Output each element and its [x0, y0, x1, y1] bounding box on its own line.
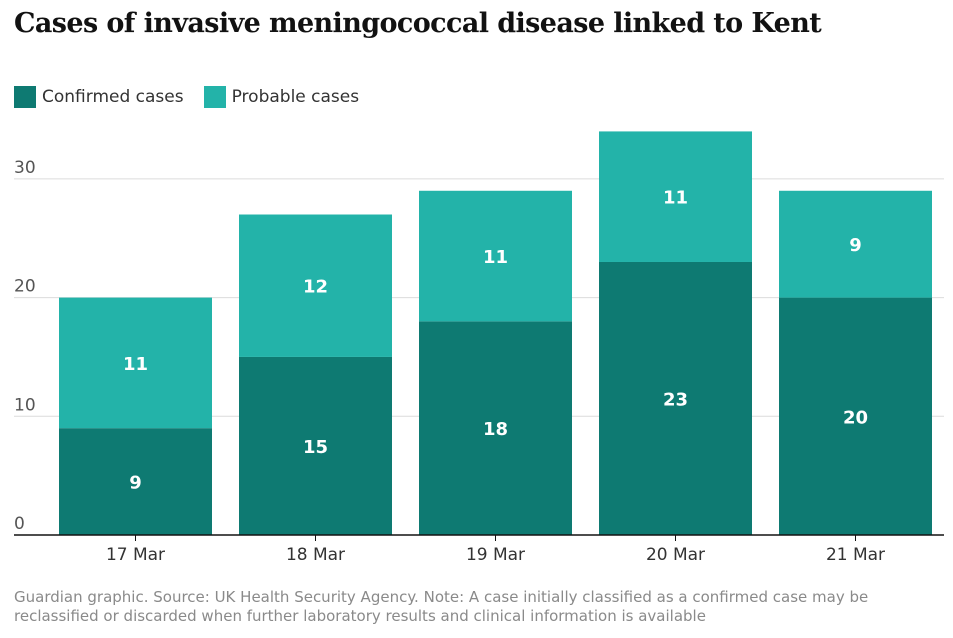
bar-confirmed — [599, 261, 752, 535]
x-tick-label: 21 Mar — [826, 545, 885, 565]
data-label: 23 — [663, 389, 688, 410]
bar-probable — [59, 297, 212, 429]
source-note: Guardian graphic. Source: UK Health Secu… — [14, 588, 869, 625]
bar-confirmed — [779, 297, 932, 535]
legend-label-probable: Probable cases — [231, 87, 360, 107]
bar-confirmed — [419, 321, 572, 535]
legend-swatch-probable — [203, 86, 226, 108]
data-label: 11 — [663, 188, 688, 209]
data-label: 20 — [843, 407, 868, 428]
legend-label-confirmed: Confirmed cases — [42, 87, 184, 107]
data-label: 9 — [849, 235, 862, 256]
y-tick-label: 10 — [14, 395, 36, 415]
bar-probable — [779, 190, 932, 298]
data-label: 18 — [483, 419, 508, 440]
data-label: 11 — [123, 354, 148, 375]
bar-probable — [599, 131, 752, 262]
x-tick-label: 18 Mar — [286, 545, 345, 565]
legend-swatch-confirmed — [14, 86, 36, 108]
data-label: 11 — [483, 247, 508, 268]
x-tick-label: 20 Mar — [646, 545, 705, 565]
y-tick-label: 30 — [14, 158, 36, 178]
chart-title: Cases of invasive meningococcal disease … — [14, 8, 822, 39]
bar-probable — [419, 190, 572, 322]
data-label: 9 — [129, 473, 142, 494]
legend: Confirmed cases Probable cases — [14, 86, 379, 108]
legend-item-probable: Probable cases — [203, 86, 360, 108]
bar-confirmed — [59, 428, 212, 535]
data-label: 12 — [303, 277, 328, 298]
legend-item-confirmed: Confirmed cases — [14, 86, 184, 108]
bar-probable — [239, 214, 392, 357]
x-tick-label: 17 Mar — [106, 545, 165, 565]
bar-confirmed — [239, 356, 392, 535]
y-tick-label: 20 — [14, 277, 36, 297]
bar-chart: 0 10 20 30 9 11 17 Mar 15 12 18 Mar 18 11 19 Mar 23 11… — [14, 131, 944, 565]
y-tick-label: 0 — [14, 514, 25, 534]
x-tick-label: 19 Mar — [466, 545, 525, 565]
data-label: 15 — [303, 437, 328, 458]
